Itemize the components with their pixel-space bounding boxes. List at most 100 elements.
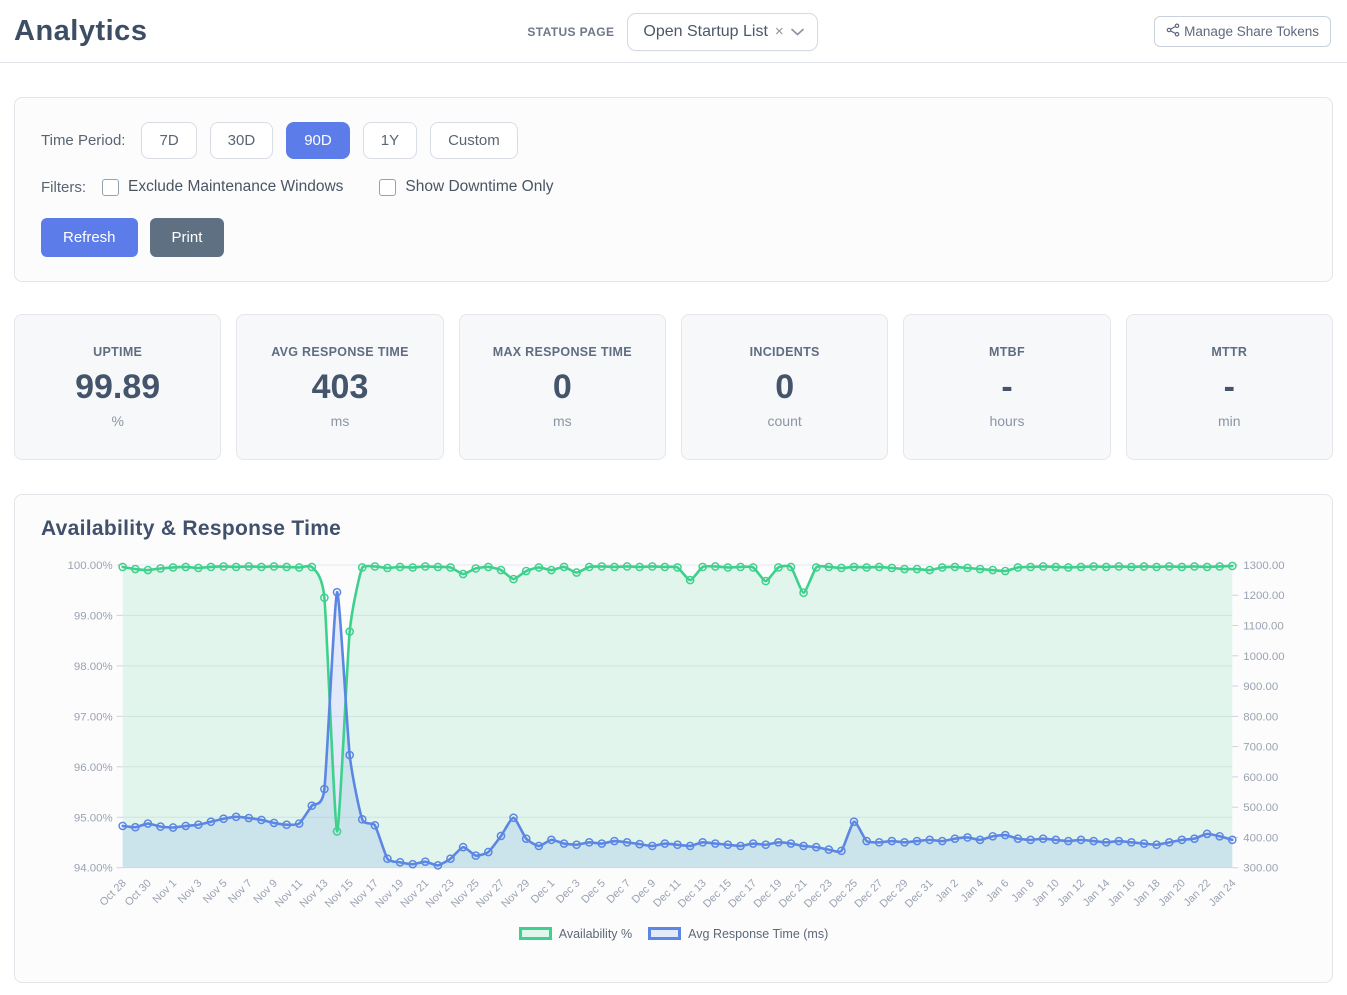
svg-text:Jan 10: Jan 10	[1030, 877, 1062, 909]
svg-text:600.00: 600.00	[1243, 772, 1278, 784]
svg-text:Jan 24: Jan 24	[1207, 877, 1239, 909]
svg-text:100.00%: 100.00%	[68, 560, 113, 572]
svg-text:Jan 14: Jan 14	[1081, 877, 1113, 909]
svg-text:97.00%: 97.00%	[74, 711, 113, 723]
svg-text:Oct 30: Oct 30	[123, 877, 154, 908]
period-button-30d[interactable]: 30D	[209, 122, 274, 159]
print-button[interactable]: Print	[149, 218, 225, 257]
period-button-7d[interactable]: 7D	[141, 122, 197, 159]
stat-card-max-response-time: MAX RESPONSE TIME 0 ms	[458, 314, 666, 460]
svg-text:Jan 18: Jan 18	[1131, 877, 1163, 909]
stat-unit: %	[111, 413, 124, 429]
svg-text:800.00: 800.00	[1243, 711, 1278, 723]
svg-text:Nov 1: Nov 1	[151, 877, 180, 906]
stat-label: MAX RESPONSE TIME	[492, 345, 632, 359]
status-page-value: Open Startup List	[643, 22, 768, 40]
chart-legend: Availability % Avg Response Time (ms)	[41, 927, 1306, 941]
svg-text:Jan 2: Jan 2	[934, 877, 961, 904]
svg-text:1000.00: 1000.00	[1243, 651, 1284, 663]
svg-text:Dec 5: Dec 5	[579, 877, 608, 906]
checkbox-input[interactable]	[102, 178, 119, 196]
svg-text:1100.00: 1100.00	[1243, 620, 1284, 632]
stat-card-uptime: UPTIME 99.89%	[14, 314, 222, 460]
stat-label: INCIDENTS	[749, 345, 820, 359]
stat-card-mttr: MTTR - min	[1125, 314, 1333, 460]
svg-text:Nov 3: Nov 3	[176, 877, 205, 906]
svg-text:Dec 31: Dec 31	[903, 877, 936, 910]
chart-svg: 100.00% 99.00% 98.00% 97.00% 96.00% 95.00% 94.…	[68, 560, 1285, 910]
stat-unit: ms	[552, 413, 572, 429]
svg-text:Jan 12: Jan 12	[1055, 877, 1087, 909]
manage-share-tokens-label: Manage Share Tokens	[1184, 24, 1320, 39]
svg-text:Jan 20: Jan 20	[1156, 877, 1188, 909]
svg-text:Jan 4: Jan 4	[959, 877, 986, 904]
stat-value: -	[1001, 368, 1013, 406]
legend-item[interactable]: Availability %	[518, 927, 632, 941]
period-button-custom[interactable]: Custom	[430, 122, 518, 159]
svg-text:Jan 22: Jan 22	[1181, 877, 1213, 909]
availability-response-chart: 100.00% 99.00% 98.00% 97.00% 96.00% 95.00% 94.…	[41, 551, 1306, 927]
filters-label: Filters:	[41, 178, 86, 196]
period-button-90d[interactable]: 90D	[286, 122, 350, 159]
stat-value: 0	[775, 368, 795, 406]
stat-card-mtbf: MTBF - hours	[903, 314, 1111, 460]
status-page-select[interactable]: Open Startup List ×	[627, 12, 818, 51]
filter-checkbox-item[interactable]: Exclude Maintenance Windows	[102, 178, 343, 196]
refresh-button[interactable]: Refresh	[41, 218, 138, 257]
checkbox-label: Show Downtime Only	[405, 178, 554, 195]
svg-text:Jan 6: Jan 6	[984, 877, 1011, 904]
share-icon	[1166, 23, 1180, 40]
svg-text:Dec 3: Dec 3	[554, 877, 583, 906]
svg-text:99.00%: 99.00%	[74, 610, 113, 622]
stat-cards: UPTIME 99.89% AVG RESPONSE TIME 403 ms MAX RE…	[14, 314, 1333, 460]
legend-item[interactable]: Avg Response Time (ms)	[648, 927, 828, 941]
svg-text:Nov 5: Nov 5	[201, 877, 230, 906]
svg-text:Nov 29: Nov 29	[499, 877, 532, 910]
svg-text:94.00%: 94.00%	[74, 863, 113, 875]
svg-text:300.00: 300.00	[1243, 863, 1278, 875]
legend-swatch	[518, 927, 552, 941]
stat-label: UPTIME	[93, 345, 143, 359]
svg-text:1300.00: 1300.00	[1243, 560, 1284, 572]
clear-icon[interactable]: ×	[774, 23, 784, 40]
svg-text:Oct 28: Oct 28	[98, 877, 129, 908]
checkbox-input[interactable]	[379, 178, 397, 196]
stat-card-avg-response-time: AVG RESPONSE TIME 403 ms	[236, 314, 444, 460]
svg-text:Dec 1: Dec 1	[529, 877, 558, 906]
stat-card-incidents: INCIDENTS 0 count	[680, 314, 889, 460]
checkbox-label: Exclude Maintenance Windows	[128, 178, 344, 195]
period-button-1y[interactable]: 1Y	[362, 122, 418, 159]
stat-label: MTTR	[1211, 345, 1248, 359]
filter-checkbox-item[interactable]: Show Downtime Only	[379, 178, 554, 196]
stat-unit: ms	[330, 413, 350, 429]
app-header: Analytics STATUS PAGE Open Startup List …	[0, 0, 1347, 63]
filter-checkboxes: Exclude Maintenance Windows Show Downtime…	[102, 178, 590, 196]
svg-text:700.00: 700.00	[1243, 742, 1278, 754]
legend-swatch	[648, 927, 682, 941]
svg-text:96.00%: 96.00%	[74, 762, 113, 774]
chart-panel: Availability & Response Time 100.00% 99.0…	[14, 494, 1333, 983]
legend-label: Avg Response Time (ms)	[688, 926, 829, 941]
stat-value: 403	[311, 368, 369, 406]
stat-unit: min	[1218, 413, 1241, 429]
chart-title: Availability & Response Time	[41, 517, 342, 540]
status-page-label: STATUS PAGE	[527, 24, 615, 39]
stat-value: 0	[552, 368, 572, 406]
stat-unit: hours	[989, 413, 1025, 429]
svg-text:98.00%: 98.00%	[74, 661, 113, 673]
stat-label: MTBF	[989, 345, 1025, 359]
time-period-buttons: 7D 30D 90D 1Y Custom	[141, 122, 518, 159]
time-period-label: Time Period:	[41, 132, 126, 149]
svg-text:95.00%: 95.00%	[74, 812, 113, 824]
chevron-down-icon[interactable]	[790, 28, 804, 36]
stat-value: -	[1223, 368, 1235, 406]
svg-text:900.00: 900.00	[1243, 681, 1278, 693]
stat-unit: count	[767, 413, 802, 429]
svg-text:1200.00: 1200.00	[1243, 590, 1284, 602]
filter-panel: Time Period: 7D 30D 90D 1Y Custom Filters: E…	[14, 97, 1333, 282]
manage-share-tokens-button[interactable]: Manage Share Tokens	[1154, 16, 1332, 47]
stat-label: AVG RESPONSE TIME	[271, 345, 409, 359]
svg-text:Jan 16: Jan 16	[1106, 877, 1138, 909]
svg-text:500.00: 500.00	[1243, 802, 1278, 814]
svg-text:400.00: 400.00	[1243, 832, 1278, 844]
